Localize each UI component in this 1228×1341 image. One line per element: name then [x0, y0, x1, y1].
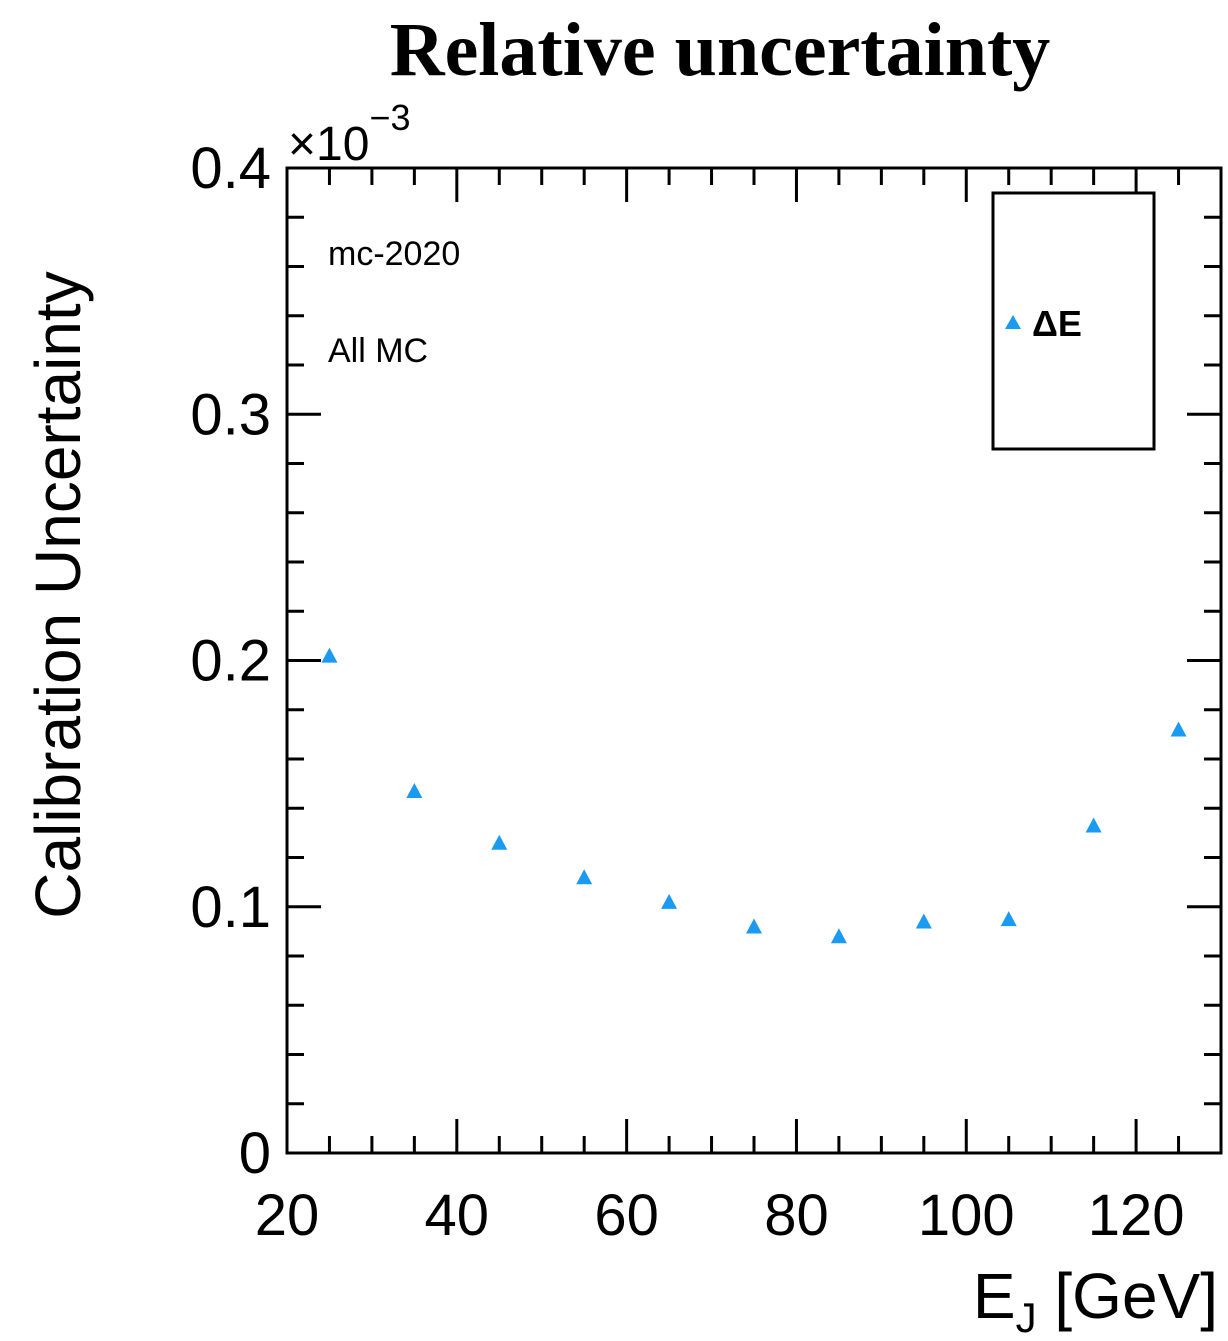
data-point-triangle	[915, 913, 932, 929]
data-point-triangle	[576, 869, 593, 885]
legend-marker-triangle	[1005, 315, 1021, 329]
annotation-mc-2020: mc-2020	[328, 235, 460, 273]
y-tick-label: 0.4	[190, 136, 271, 201]
data-point-triangle	[1085, 817, 1102, 833]
annotation-all-mc: All MC	[328, 332, 428, 370]
plot-frame	[285, 166, 1223, 1155]
x-axis-label: EJ [GeV]	[973, 1260, 1218, 1341]
x-tick-labels: 20 40 60 80 100 120	[255, 1183, 1185, 1248]
data-point-triangle	[321, 647, 338, 663]
x-tick-label: 60	[594, 1183, 659, 1248]
y-tick-label: 0.2	[190, 629, 271, 694]
y-tick-label: 0.1	[190, 875, 271, 940]
x-tick-label: 120	[1088, 1183, 1185, 1248]
legend-entry-delta-e: ΔE	[1032, 303, 1082, 344]
data-point-triangle	[1170, 721, 1187, 737]
x-tick-label: 40	[425, 1183, 490, 1248]
x-tick-label: 80	[764, 1183, 829, 1248]
legend-box	[991, 191, 1156, 451]
y-tick-label: 0	[239, 1121, 271, 1186]
y-tick-labels: 0 0.1 0.2 0.3 0.4	[190, 136, 271, 1186]
y-tick-label: 0.3	[190, 382, 271, 447]
y-multiplier: ×10−3	[288, 97, 410, 171]
chart-title: Relative uncertainty	[390, 8, 1051, 92]
data-point-triangle	[491, 834, 508, 850]
data-points	[321, 647, 1187, 944]
data-point-triangle	[661, 893, 678, 909]
x-tick-label: 100	[918, 1183, 1015, 1248]
data-point-triangle	[746, 918, 762, 934]
data-point-triangle	[1000, 911, 1017, 927]
x-tick-label: 20	[255, 1183, 320, 1248]
y-axis-label: Calibration Uncertainty	[22, 271, 94, 918]
data-point-triangle	[830, 928, 847, 944]
data-point-triangle	[406, 783, 423, 799]
legend: ΔE	[991, 191, 1156, 451]
